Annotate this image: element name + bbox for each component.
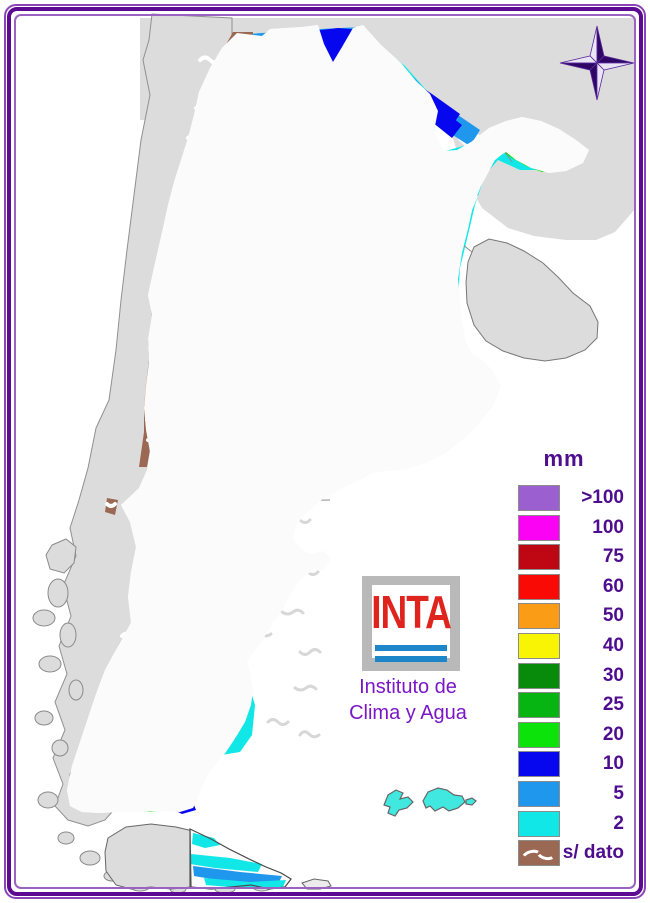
legend-label: >100 bbox=[581, 487, 624, 508]
compass-rose-icon bbox=[559, 25, 635, 101]
institute-name-line2: Clima y Agua bbox=[349, 702, 467, 724]
legend-swatch bbox=[518, 662, 560, 689]
legend-label: 2 bbox=[613, 812, 624, 834]
legend-item: 2 bbox=[518, 810, 624, 837]
legend-label: 50 bbox=[602, 605, 624, 627]
legend-swatch bbox=[518, 780, 560, 807]
legend-label: 25 bbox=[602, 694, 624, 716]
chilean-islands bbox=[32, 538, 272, 894]
legend-label: 75 bbox=[602, 546, 624, 568]
legend-swatch bbox=[518, 485, 560, 511]
legend-title: mm bbox=[543, 446, 585, 471]
legend-item: >100 bbox=[518, 485, 624, 511]
legend-item: 100 bbox=[518, 514, 624, 541]
legend-swatch bbox=[518, 603, 560, 630]
legend-label: 20 bbox=[602, 723, 624, 745]
legend-item: s/ dato bbox=[518, 840, 624, 867]
legend-item: 60 bbox=[518, 573, 624, 600]
legend-item: 25 bbox=[518, 692, 624, 719]
uruguay-land bbox=[465, 238, 599, 362]
legend-item: 5 bbox=[518, 780, 624, 807]
legend-item: 20 bbox=[518, 721, 624, 748]
legend-swatch bbox=[518, 573, 560, 600]
inta-logo-stripe bbox=[375, 656, 447, 662]
legend-item: 50 bbox=[518, 603, 624, 630]
legend-items: >100 100 75 60 50 40 30 bbox=[518, 485, 624, 867]
inta-logo-stripe bbox=[375, 645, 447, 651]
legend-item: 75 bbox=[518, 544, 624, 571]
inta-logo-stripes bbox=[375, 640, 447, 662]
legend-swatch bbox=[518, 692, 560, 719]
legend-label: 100 bbox=[592, 516, 624, 538]
legend-label: 5 bbox=[613, 782, 624, 804]
inta-logo-inner: INTA bbox=[371, 585, 452, 662]
legend-label: 30 bbox=[602, 664, 624, 686]
legend-label: 60 bbox=[602, 575, 624, 597]
legend-swatch bbox=[518, 840, 560, 867]
legend-label: 40 bbox=[602, 634, 624, 656]
precipitation-legend: mm >100 100 75 60 50 40 bbox=[518, 446, 624, 870]
inta-logo: INTA bbox=[362, 576, 460, 671]
legend-swatch bbox=[518, 514, 560, 541]
legend-swatch bbox=[518, 721, 560, 748]
legend-swatch bbox=[518, 632, 560, 659]
inta-logo-acronym: INTA bbox=[371, 586, 452, 638]
legend-swatch bbox=[518, 544, 560, 571]
institute-name-line1: Instituto de bbox=[359, 676, 457, 698]
legend-swatch bbox=[518, 810, 560, 837]
legend-label: 10 bbox=[602, 753, 624, 775]
legend-label: s/ dato bbox=[562, 842, 624, 864]
legend-item: 30 bbox=[518, 662, 624, 689]
legend-swatch bbox=[518, 751, 560, 778]
isla-de-los-estados bbox=[301, 878, 332, 890]
falkland-islands bbox=[383, 787, 477, 817]
legend-item: 10 bbox=[518, 751, 624, 778]
legend-item: 40 bbox=[518, 632, 624, 659]
